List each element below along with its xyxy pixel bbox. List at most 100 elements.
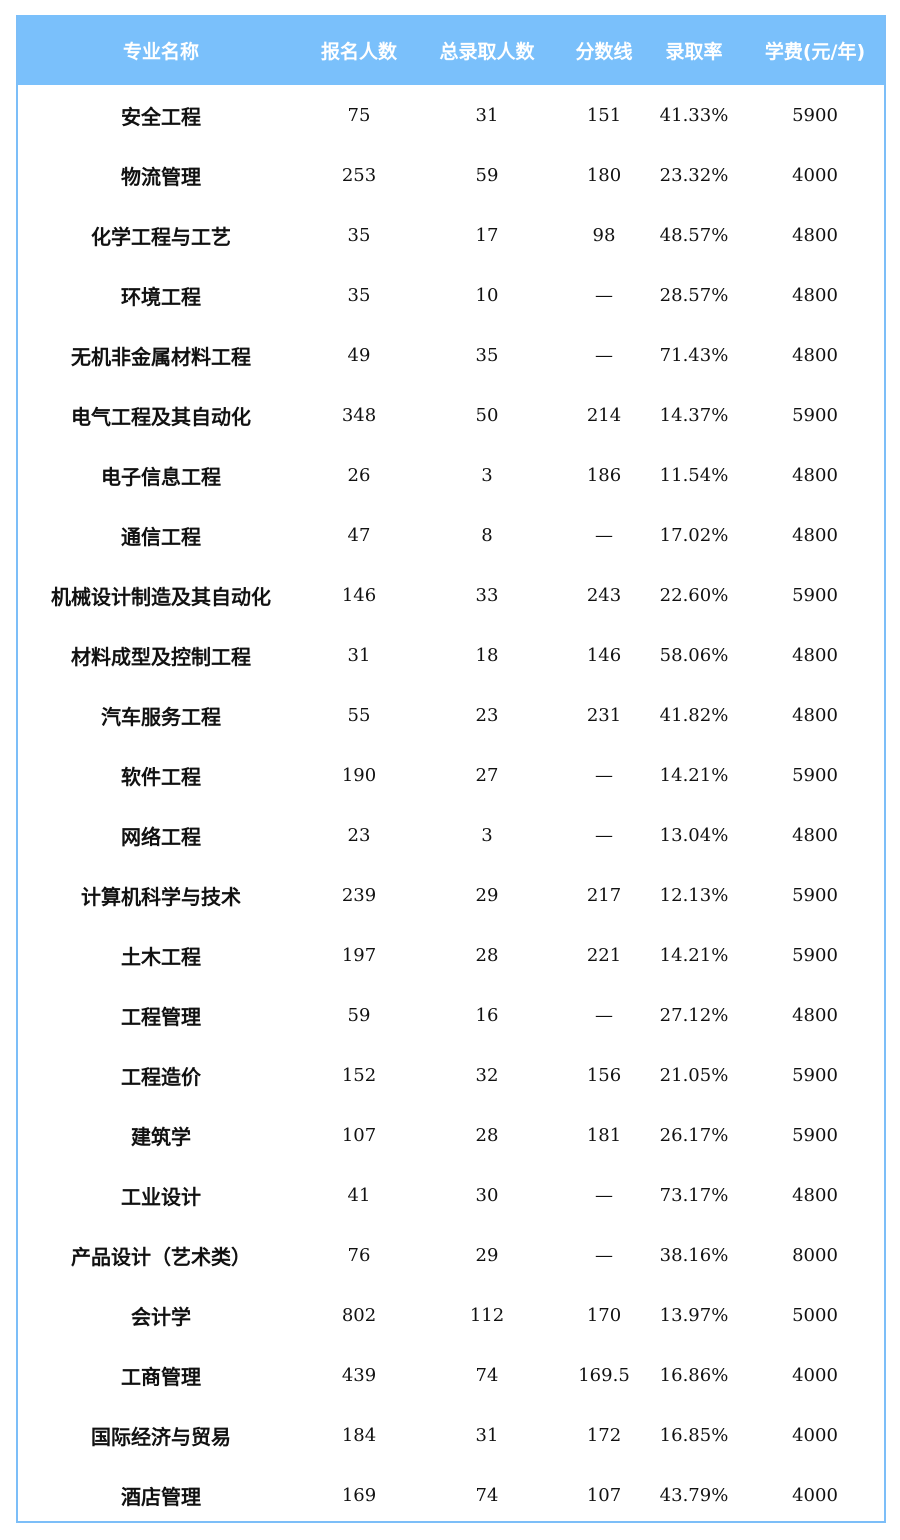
cell-major-name: 产品设计（艺术类） <box>71 1244 251 1269</box>
cell-admitted: 3 <box>481 464 493 486</box>
cell-major-name: 材料成型及控制工程 <box>71 644 251 669</box>
cell-major-name: 软件工程 <box>121 764 201 789</box>
cell-admission-rate: 16.85% <box>659 1424 729 1446</box>
cell-admission-rate: 14.21% <box>659 944 729 966</box>
cell-cutoff-score: 107 <box>586 1484 622 1506</box>
cell-applicants: 59 <box>347 1004 371 1026</box>
cell-cutoff-score: 169.5 <box>578 1364 630 1386</box>
cell-admission-rate: 48.57% <box>659 224 729 246</box>
cell-admission-rate: 14.21% <box>659 764 729 786</box>
cell-applicants: 348 <box>341 404 377 426</box>
cell-major-name: 工程造价 <box>121 1064 201 1089</box>
cell-applicants: 190 <box>341 764 377 786</box>
cell-admission-rate: 22.60% <box>659 584 729 606</box>
table-row: 机械设计制造及其自动化 146 33 243 22.60% 5900 <box>18 565 884 625</box>
header-admission-rate: 录取率 <box>665 40 723 63</box>
cell-major-name: 工商管理 <box>121 1364 201 1389</box>
table-row: 工程造价 152 32 156 21.05% 5900 <box>18 1045 884 1105</box>
cell-tuition: 4800 <box>792 224 838 246</box>
cell-major-name: 计算机科学与技术 <box>81 884 241 909</box>
cell-admitted: 28 <box>475 1124 499 1146</box>
cell-tuition: 5900 <box>792 764 838 786</box>
cell-admitted: 74 <box>475 1364 499 1386</box>
cell-applicants: 197 <box>341 944 377 966</box>
cell-admission-rate: 43.79% <box>659 1484 729 1506</box>
header-tuition: 学费(元/年) <box>764 40 866 63</box>
table-row: 酒店管理 169 74 107 43.79% 4000 <box>18 1465 884 1525</box>
cell-applicants: 35 <box>347 284 371 306</box>
cell-admitted: 3 <box>481 824 493 846</box>
table-row: 安全工程 75 31 151 41.33% 5900 <box>18 85 884 145</box>
cell-admission-rate: 17.02% <box>659 524 729 546</box>
header-cutoff-score: 分数线 <box>575 40 633 63</box>
cell-admission-rate: 38.16% <box>659 1244 729 1266</box>
cell-tuition: 4800 <box>792 1184 838 1206</box>
cell-major-name: 无机非金属材料工程 <box>71 344 251 369</box>
cell-tuition: 4800 <box>792 284 838 306</box>
table-row: 软件工程 190 27 — 14.21% 5900 <box>18 745 884 805</box>
cell-admission-rate: 13.97% <box>659 1304 729 1326</box>
cell-tuition: 4800 <box>792 524 838 546</box>
cell-admitted: 59 <box>475 164 499 186</box>
cell-tuition: 4800 <box>792 824 838 846</box>
table-row: 汽车服务工程 55 23 231 41.82% 4800 <box>18 685 884 745</box>
cell-admitted: 28 <box>475 944 499 966</box>
cell-admitted: 32 <box>475 1064 499 1086</box>
cell-applicants: 107 <box>341 1124 377 1146</box>
cell-cutoff-score: 181 <box>586 1124 622 1146</box>
table-row: 计算机科学与技术 239 29 217 12.13% 5900 <box>18 865 884 925</box>
cell-admitted: 74 <box>475 1484 499 1506</box>
cell-tuition: 5000 <box>792 1304 838 1326</box>
cell-cutoff-score: 231 <box>586 704 622 726</box>
cell-cutoff-score: 170 <box>586 1304 622 1326</box>
cell-applicants: 41 <box>347 1184 371 1206</box>
header-major-name: 专业名称 <box>122 40 200 63</box>
cell-cutoff-score: 146 <box>586 644 622 666</box>
cell-applicants: 23 <box>347 824 371 846</box>
cell-admission-rate: 71.43% <box>659 344 729 366</box>
cell-tuition: 5900 <box>792 944 838 966</box>
cell-applicants: 169 <box>341 1484 377 1506</box>
cell-applicants: 802 <box>341 1304 377 1326</box>
cell-tuition: 4800 <box>792 344 838 366</box>
cell-applicants: 47 <box>347 524 371 546</box>
table-header: 专业名称 报名人数 总录取人数 分数线 录取率 学费(元/年) <box>18 15 884 85</box>
cell-admission-rate: 73.17% <box>659 1184 729 1206</box>
cell-cutoff-score: 156 <box>586 1064 622 1086</box>
cell-major-name: 建筑学 <box>131 1124 191 1149</box>
cell-cutoff-score: — <box>595 1184 613 1206</box>
header-admitted: 总录取人数 <box>439 40 535 63</box>
cell-admitted: 31 <box>475 104 499 126</box>
table-row: 网络工程 23 3 — 13.04% 4800 <box>18 805 884 865</box>
table-row: 工业设计 41 30 — 73.17% 4800 <box>18 1165 884 1225</box>
cell-admitted: 112 <box>469 1304 505 1326</box>
table-row: 电气工程及其自动化 348 50 214 14.37% 5900 <box>18 385 884 445</box>
table-row: 国际经济与贸易 184 31 172 16.85% 4000 <box>18 1405 884 1465</box>
table-row: 工商管理 439 74 169.5 16.86% 4000 <box>18 1345 884 1405</box>
cell-major-name: 国际经济与贸易 <box>91 1424 231 1449</box>
cell-applicants: 152 <box>341 1064 377 1086</box>
table-row: 材料成型及控制工程 31 18 146 58.06% 4800 <box>18 625 884 685</box>
cell-admitted: 17 <box>475 224 499 246</box>
cell-cutoff-score: 98 <box>592 224 616 246</box>
cell-admitted: 16 <box>475 1004 499 1026</box>
cell-tuition: 5900 <box>792 404 838 426</box>
cell-admitted: 27 <box>475 764 499 786</box>
cell-admission-rate: 14.37% <box>659 404 729 426</box>
cell-major-name: 安全工程 <box>121 104 201 129</box>
table-row: 会计学 802 112 170 13.97% 5000 <box>18 1285 884 1345</box>
cell-applicants: 26 <box>347 464 371 486</box>
cell-admitted: 23 <box>475 704 499 726</box>
cell-cutoff-score: 214 <box>586 404 622 426</box>
cell-cutoff-score: — <box>595 824 613 846</box>
cell-admission-rate: 28.57% <box>659 284 729 306</box>
cell-applicants: 75 <box>347 104 371 126</box>
cell-admitted: 33 <box>475 584 499 606</box>
table-row: 无机非金属材料工程 49 35 — 71.43% 4800 <box>18 325 884 385</box>
cell-major-name: 汽车服务工程 <box>101 704 221 729</box>
cell-applicants: 253 <box>341 164 377 186</box>
cell-tuition: 5900 <box>792 884 838 906</box>
cell-tuition: 4000 <box>792 1484 838 1506</box>
cell-admitted: 29 <box>475 884 499 906</box>
cell-admission-rate: 26.17% <box>659 1124 729 1146</box>
